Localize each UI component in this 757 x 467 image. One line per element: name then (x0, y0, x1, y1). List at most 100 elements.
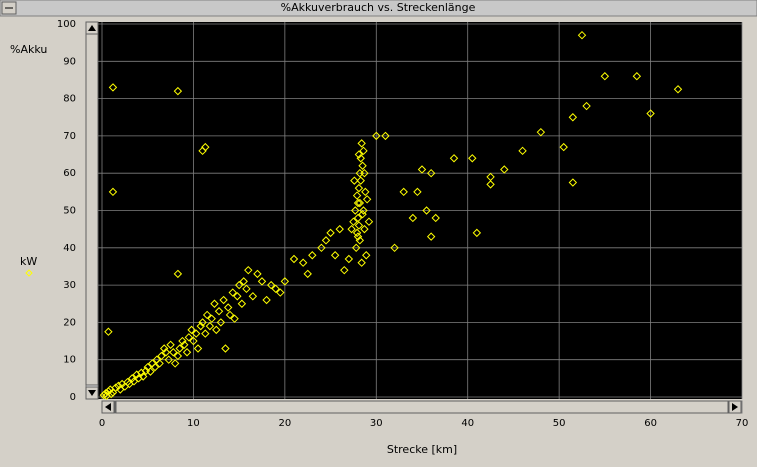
x-tick-label: 70 (736, 418, 749, 429)
scatter-point (239, 277, 248, 286)
scatter-point (108, 83, 118, 92)
scatter-point (166, 340, 175, 349)
scatter-point (352, 191, 362, 200)
y-tick-label: 0 (70, 392, 76, 403)
x-axis-label: Strecke [km] (387, 443, 457, 456)
scatter-point (351, 243, 361, 253)
y-tick-label: 20 (63, 317, 76, 328)
scatter-point (358, 210, 367, 219)
scatter-point (335, 224, 344, 234)
scatter-point (214, 307, 224, 316)
scatter-point (155, 359, 164, 368)
scatter-point (207, 314, 216, 323)
scatter-point (242, 284, 251, 294)
scatter-point (600, 72, 610, 81)
scatter-point (372, 131, 381, 141)
scatter-point (422, 206, 431, 215)
y-tick-label: 80 (63, 94, 76, 105)
scatter-point (219, 295, 228, 305)
scatter-point (173, 86, 183, 96)
h-track[interactable] (115, 400, 729, 414)
scatter-point (189, 336, 198, 346)
scatter-point (205, 321, 215, 331)
scatter-point (351, 206, 360, 215)
scatter-point (157, 351, 166, 361)
scatter-point (381, 131, 390, 141)
scatter-point (349, 217, 358, 226)
arrow-left (105, 403, 111, 411)
scatter-point (193, 344, 203, 353)
scatter-point (408, 213, 418, 223)
scatter-point (356, 176, 365, 185)
arrow-down (88, 390, 96, 396)
scatter-point (360, 168, 369, 178)
x-tick-label: 50 (553, 418, 566, 429)
scatter-point (536, 127, 546, 137)
scatter-point (104, 327, 113, 336)
y-tick-label: 50 (63, 206, 76, 217)
scatter-point (354, 150, 364, 159)
scatter-point (326, 228, 335, 238)
x-tick-label: 30 (370, 418, 383, 429)
scatter-point (161, 348, 171, 357)
scatter-point (228, 288, 237, 297)
scatter-point (568, 113, 578, 122)
scatter-point (233, 292, 242, 301)
x-tick-label: 60 (644, 418, 657, 429)
scatter-point (321, 236, 331, 245)
scatter-point (173, 351, 183, 361)
scatter-point (230, 314, 239, 323)
scatter-point (216, 318, 226, 327)
scatter-point (187, 325, 196, 335)
scatter-point (175, 344, 184, 353)
scatter-point (449, 154, 459, 163)
scatter-point (330, 251, 340, 260)
scatter-point (568, 178, 578, 187)
scatter-point (413, 187, 422, 197)
scatter-point (99, 390, 109, 400)
scatter-point (257, 277, 267, 286)
scatter-point (198, 146, 207, 156)
scatter-point (159, 344, 169, 353)
scatter-point (111, 383, 120, 392)
scatter-point (244, 265, 253, 275)
scatter-point (210, 299, 219, 308)
scatter-point (248, 292, 258, 301)
scatter-point (198, 318, 207, 327)
scatter-point (417, 165, 427, 174)
scatter-point (150, 362, 160, 372)
scatter-point (223, 303, 233, 312)
scatter-point (170, 359, 180, 368)
v-thumb[interactable] (85, 33, 99, 386)
y-tick-label: 70 (63, 131, 76, 142)
scatter-point (486, 180, 495, 189)
scatter-point (426, 168, 436, 178)
scatter-point (559, 142, 568, 152)
scatter-point (577, 30, 587, 40)
x-tick-label: 20 (278, 418, 291, 429)
scatter-point (646, 109, 655, 118)
scatter-point (253, 269, 262, 279)
scatter-point (266, 280, 276, 290)
scatter-point (632, 72, 642, 81)
scatter-point (280, 277, 290, 286)
h-thumb[interactable] (114, 401, 116, 413)
scatter-point (350, 176, 359, 185)
scatter-point (271, 284, 280, 294)
scatter-point (212, 325, 221, 335)
scatter-point (347, 224, 356, 234)
scatter-point (182, 348, 192, 357)
scatter-point (426, 232, 436, 241)
scatter-point (225, 310, 235, 320)
scatter-point (303, 269, 312, 279)
scatter-point (289, 254, 299, 264)
scatter-point (354, 221, 364, 230)
legend-marker (25, 269, 33, 277)
scatter-point (138, 372, 148, 381)
scatter-point (202, 310, 212, 320)
scatter-point (357, 139, 366, 148)
scatter-point (390, 243, 399, 253)
scatter-point (353, 198, 363, 208)
scatter-point (355, 198, 365, 208)
